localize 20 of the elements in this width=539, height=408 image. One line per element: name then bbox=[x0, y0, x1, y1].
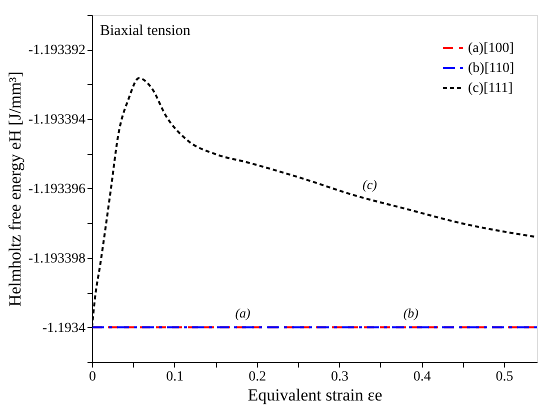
text: Biaxial tension bbox=[100, 23, 191, 39]
annotation: (b) bbox=[403, 305, 419, 320]
legend-label: (c)[111] bbox=[468, 81, 513, 96]
y-tick-label: -1.193398 bbox=[28, 251, 86, 266]
legend-label: (a)[100] bbox=[468, 41, 514, 56]
x-tick-label: 0.5 bbox=[496, 370, 514, 384]
x-axis-title: Equivalent strain εe bbox=[248, 386, 382, 404]
y-tick-label: -1.193392 bbox=[28, 43, 86, 58]
legend-label: (b)[110] bbox=[468, 61, 514, 76]
x-tick-label: 0.3 bbox=[330, 370, 348, 384]
y-tick-label: -1.193396 bbox=[28, 182, 86, 197]
y-tick-label: -1.1934 bbox=[42, 320, 86, 336]
y-axis-title: Helmholtz free energy eH [J/mm³] bbox=[5, 71, 24, 307]
x-tick-label: 0.4 bbox=[413, 370, 431, 384]
y-tick-label: -1.193394 bbox=[28, 112, 86, 128]
x-tick-label: 0.2 bbox=[248, 370, 266, 384]
x-tick-label: 0 bbox=[89, 370, 96, 384]
annotation: (a) bbox=[235, 305, 250, 320]
x-tick-label: 0.1 bbox=[166, 370, 184, 384]
annotation: (c) bbox=[362, 176, 377, 192]
